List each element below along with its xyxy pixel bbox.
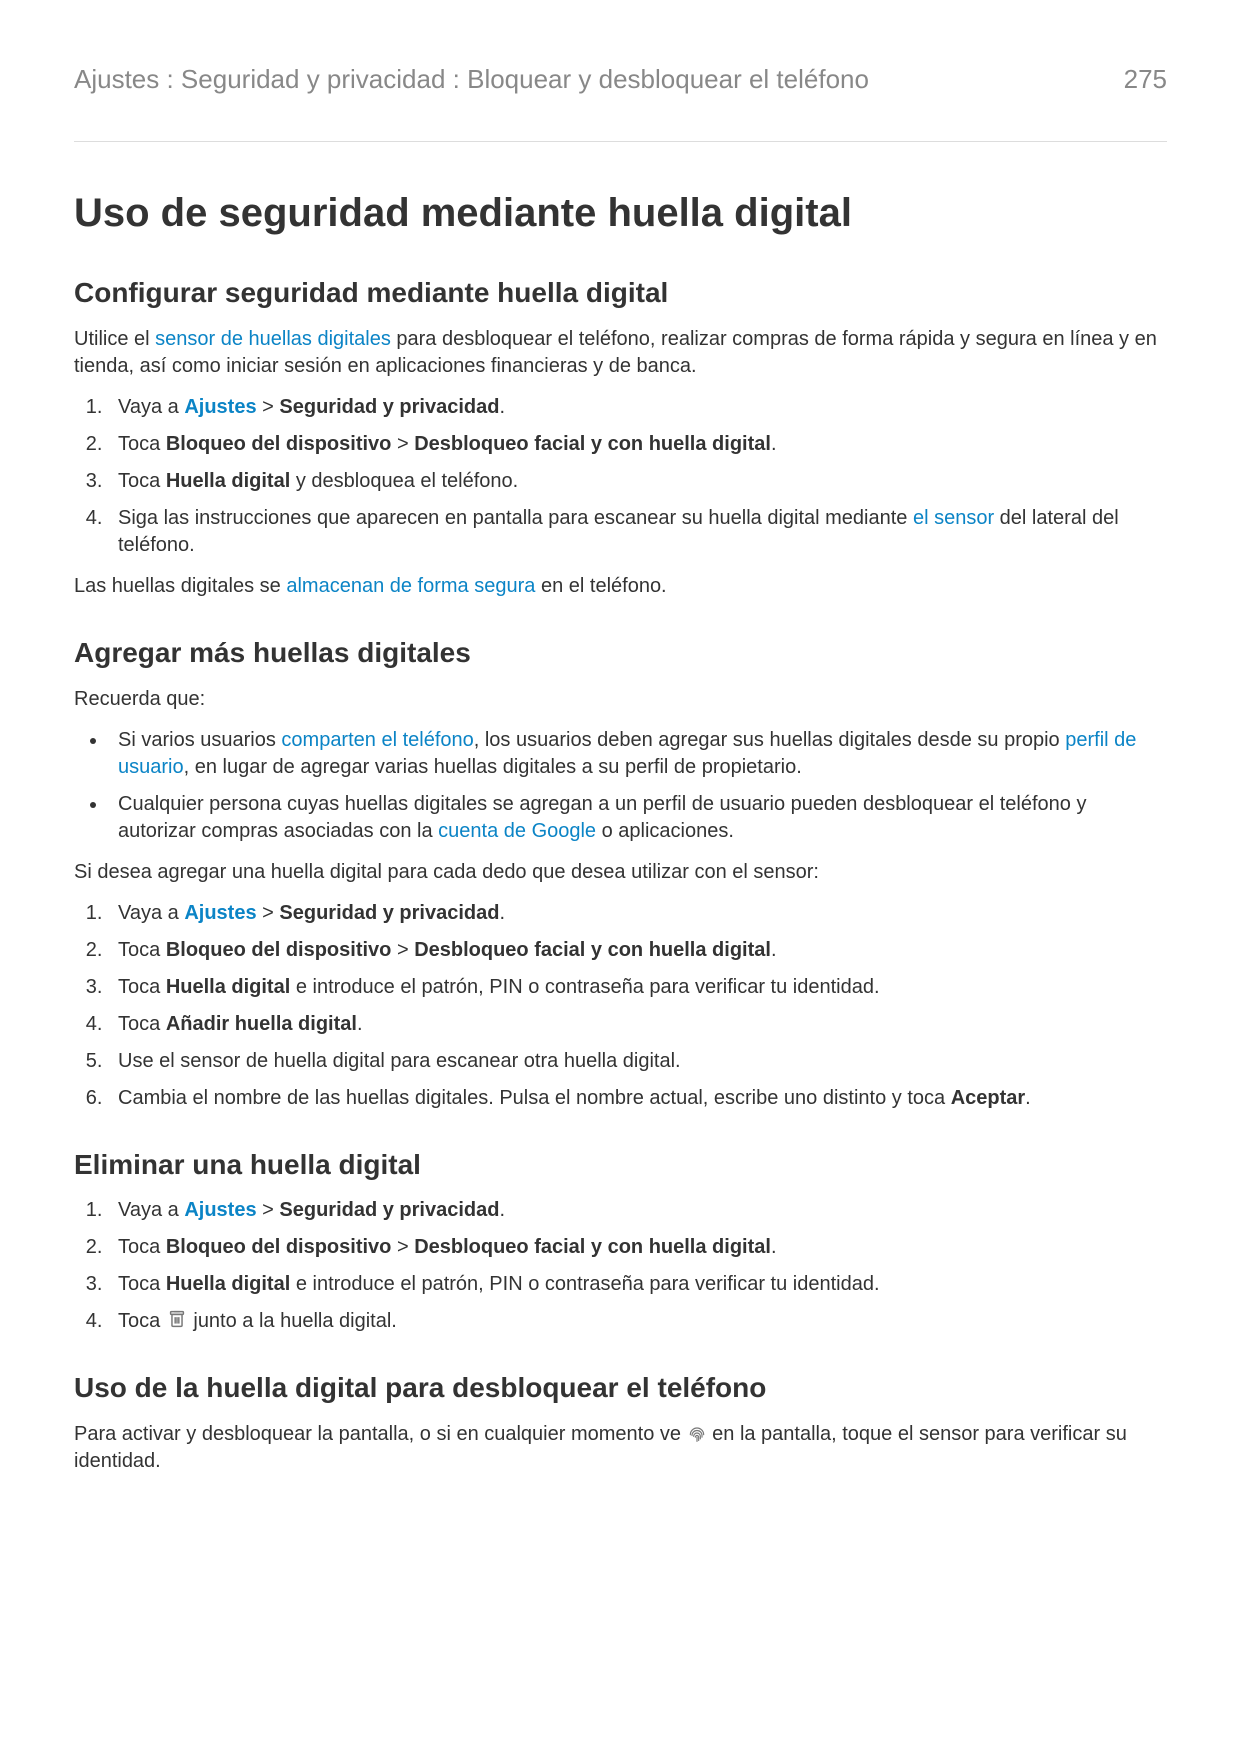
text: y desbloquea el teléfono. [290, 470, 518, 492]
text: > [391, 433, 414, 455]
bold-text: Bloqueo del dispositivo [166, 1236, 392, 1258]
configure-outro: Las huellas digitales se almacenan de fo… [74, 573, 1167, 600]
bold-text: Bloqueo del dispositivo [166, 433, 392, 455]
text: e introduce el patrón, PIN o contraseña … [290, 976, 879, 998]
trash-icon [166, 1308, 188, 1330]
bold-text: Seguridad y privacidad [279, 1199, 499, 1221]
text: > [257, 396, 280, 418]
list-item: Si varios usuarios comparten el teléfono… [108, 727, 1167, 781]
list-item: Use el sensor de huella digital para esc… [108, 1048, 1167, 1075]
text: Siga las instrucciones que aparecen en p… [118, 507, 913, 529]
fingerprint-icon [687, 1423, 707, 1443]
text: Cambia el nombre de las huellas digitale… [118, 1087, 951, 1109]
add-intro: Recuerda que: [74, 686, 1167, 713]
page-title: Uso de seguridad mediante huella digital [74, 186, 1167, 240]
text: Si varios usuarios [118, 729, 281, 751]
link-settings[interactable]: Ajustes [184, 396, 256, 418]
bold-text: Huella digital [166, 1273, 290, 1295]
text: . [1025, 1087, 1031, 1109]
bold-text: Aceptar [951, 1087, 1025, 1109]
bold-text: Seguridad y privacidad [279, 396, 499, 418]
bold-text: Desbloqueo facial y con huella digital [414, 433, 771, 455]
text: , los usuarios deben agregar sus huellas… [474, 729, 1065, 751]
text: Vaya a [118, 396, 184, 418]
section-heading-remove: Eliminar una huella digital [74, 1146, 1167, 1184]
page-header: Ajustes : Seguridad y privacidad : Bloqu… [74, 62, 1167, 142]
add-mid: Si desea agregar una huella digital para… [74, 859, 1167, 886]
text: . [771, 1236, 777, 1258]
text: o aplicaciones. [596, 820, 734, 842]
list-item: Toca Huella digital e introduce el patró… [108, 1271, 1167, 1298]
text: Vaya a [118, 902, 184, 924]
text: Para activar y desbloquear la pantalla, … [74, 1423, 687, 1445]
text: , en lugar de agregar varias huellas dig… [184, 756, 802, 778]
list-item: Vaya a Ajustes > Seguridad y privacidad. [108, 394, 1167, 421]
text: Toca [118, 976, 166, 998]
link-share-phone[interactable]: comparten el teléfono [281, 729, 473, 751]
text: Vaya a [118, 1199, 184, 1221]
text: Las huellas digitales se [74, 575, 286, 597]
remove-steps: Vaya a Ajustes > Seguridad y privacidad.… [74, 1197, 1167, 1335]
bold-text: Huella digital [166, 976, 290, 998]
bold-text: Desbloqueo facial y con huella digital [414, 1236, 771, 1258]
list-item: Vaya a Ajustes > Seguridad y privacidad. [108, 900, 1167, 927]
text: Toca [118, 1236, 166, 1258]
text: en el teléfono. [535, 575, 666, 597]
text: Toca [118, 433, 166, 455]
configure-steps: Vaya a Ajustes > Seguridad y privacidad.… [74, 394, 1167, 559]
breadcrumb: Ajustes : Seguridad y privacidad : Bloqu… [74, 62, 869, 97]
link-stored-securely[interactable]: almacenan de forma segura [286, 575, 535, 597]
list-item: Cualquier persona cuyas huellas digitale… [108, 791, 1167, 845]
list-item: Cambia el nombre de las huellas digitale… [108, 1085, 1167, 1112]
list-item: Toca Bloqueo del dispositivo > Desbloque… [108, 431, 1167, 458]
add-steps: Vaya a Ajustes > Seguridad y privacidad.… [74, 900, 1167, 1112]
document-page: Ajustes : Seguridad y privacidad : Bloqu… [0, 0, 1241, 1754]
text: > [391, 1236, 414, 1258]
text: Toca [118, 1273, 166, 1295]
section-heading-add: Agregar más huellas digitales [74, 634, 1167, 672]
link-google-account[interactable]: cuenta de Google [438, 820, 596, 842]
text: Toca [118, 1310, 166, 1332]
text: . [357, 1013, 363, 1035]
list-item: Toca junto a la huella digital. [108, 1308, 1167, 1335]
bold-text: Bloqueo del dispositivo [166, 939, 392, 961]
text: . [499, 1199, 505, 1221]
list-item: Toca Añadir huella digital. [108, 1011, 1167, 1038]
list-item: Siga las instrucciones que aparecen en p… [108, 505, 1167, 559]
list-item: Toca Bloqueo del dispositivo > Desbloque… [108, 937, 1167, 964]
link-settings[interactable]: Ajustes [184, 1199, 256, 1221]
text: Toca [118, 1013, 166, 1035]
text: junto a la huella digital. [188, 1310, 397, 1332]
list-item: Toca Huella digital y desbloquea el telé… [108, 468, 1167, 495]
text: . [499, 902, 505, 924]
configure-intro: Utilice el sensor de huellas digitales p… [74, 326, 1167, 380]
link-sensor[interactable]: el sensor [913, 507, 994, 529]
section-heading-configure: Configurar seguridad mediante huella dig… [74, 274, 1167, 312]
text: e introduce el patrón, PIN o contraseña … [290, 1273, 879, 1295]
text: Utilice el [74, 328, 155, 350]
add-notes: Si varios usuarios comparten el teléfono… [74, 727, 1167, 845]
list-item: Toca Bloqueo del dispositivo > Desbloque… [108, 1234, 1167, 1261]
link-fingerprint-sensor[interactable]: sensor de huellas digitales [155, 328, 391, 350]
text: Toca [118, 470, 166, 492]
section-heading-unlock: Uso de la huella digital para desbloquea… [74, 1369, 1167, 1407]
text: . [771, 433, 777, 455]
unlock-paragraph: Para activar y desbloquear la pantalla, … [74, 1421, 1167, 1475]
list-item: Toca Huella digital e introduce el patró… [108, 974, 1167, 1001]
bold-text: Seguridad y privacidad [279, 902, 499, 924]
text: > [257, 902, 280, 924]
link-settings[interactable]: Ajustes [184, 902, 256, 924]
bold-text: Añadir huella digital [166, 1013, 357, 1035]
bold-text: Huella digital [166, 470, 290, 492]
text: . [771, 939, 777, 961]
text: > [391, 939, 414, 961]
text: Toca [118, 939, 166, 961]
bold-text: Desbloqueo facial y con huella digital [414, 939, 771, 961]
text: > [257, 1199, 280, 1221]
page-number: 275 [1124, 62, 1167, 97]
text: . [499, 396, 505, 418]
list-item: Vaya a Ajustes > Seguridad y privacidad. [108, 1197, 1167, 1224]
